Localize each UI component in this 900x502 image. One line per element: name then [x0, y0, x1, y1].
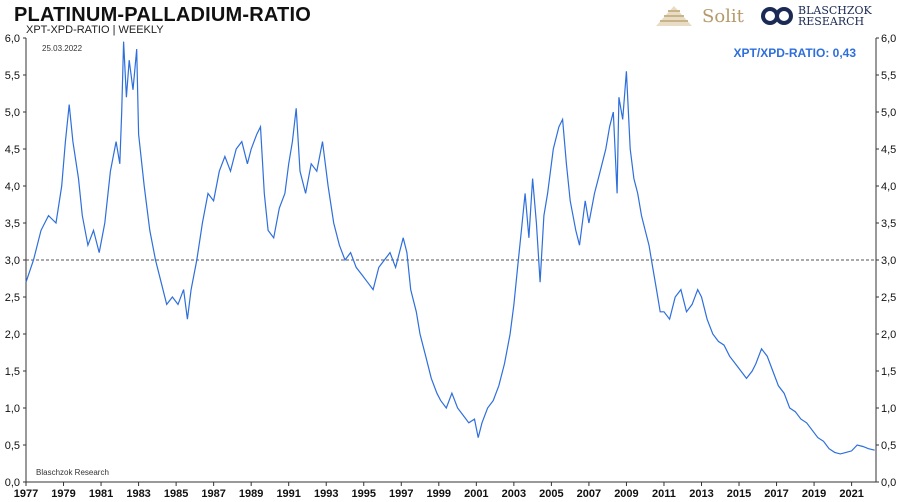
ratio-series-line: [25, 41, 875, 455]
x-tick-label: 1999: [427, 488, 451, 500]
y-tick-label-right: 1,0: [881, 403, 896, 415]
date-stamp: 25.03.2022: [42, 44, 83, 53]
pyramid-icon: [656, 6, 692, 26]
y-tick-label-left: 3,0: [5, 255, 20, 267]
y-tick-label-right: 0,0: [881, 477, 896, 489]
x-tick-label: 1983: [126, 488, 150, 500]
y-tick-label-left: 0,5: [5, 440, 20, 452]
x-tick-label: 1981: [89, 488, 113, 500]
x-tick-label: 2019: [802, 488, 826, 500]
y-tick-label-right: 3,0: [881, 255, 896, 267]
x-tick-label: 1997: [389, 488, 413, 500]
x-tick-label: 1985: [164, 488, 188, 500]
x-tick-label: 1979: [51, 488, 75, 500]
x-tick-label: 2013: [689, 488, 713, 500]
y-tick-label-right: 4,0: [881, 181, 896, 193]
y-tick-label-right: 3,5: [881, 218, 896, 230]
x-tick-label: 2009: [614, 488, 638, 500]
y-tick-label-right: 4,5: [881, 144, 896, 156]
y-tick-label-left: 5,0: [5, 107, 20, 119]
chart-title: PLATINUM-PALLADIUM-RATIO: [14, 4, 311, 26]
x-tick-label: 1977: [14, 488, 38, 500]
y-tick-label-right: 2,0: [881, 329, 896, 341]
y-tick-label-right: 5,5: [881, 70, 896, 82]
logo-line-1: BLASCHZOK: [798, 4, 872, 17]
x-tick-label: 2011: [652, 488, 676, 500]
solit-logo: Solit: [652, 3, 748, 29]
y-tick-label-left: 1,5: [5, 366, 20, 378]
chart-subtitle: XPT-XPD-RATIO | WEEKLY: [26, 24, 164, 36]
x-tick-label: 2003: [502, 488, 526, 500]
y-tick-label-right: 2,5: [881, 292, 896, 304]
y-tick-label-left: 2,5: [5, 292, 20, 304]
x-tick-label: 2007: [577, 488, 601, 500]
solit-wordmark: Solit: [702, 5, 744, 27]
y-tick-label-left: 4,5: [5, 144, 20, 156]
x-tick-label: 1987: [201, 488, 225, 500]
y-tick-label-left: 5,5: [5, 70, 20, 82]
y-tick-label-left: 0,0: [5, 477, 20, 489]
x-tick-label: 2015: [727, 488, 751, 500]
y-tick-label-right: 1,5: [881, 366, 896, 378]
x-tick-label: 1993: [314, 488, 338, 500]
source-credit: Blaschzok Research: [36, 468, 109, 477]
y-tick-label-left: 6,0: [5, 33, 20, 45]
x-tick-label: 1995: [352, 488, 376, 500]
ratio-readout: XPT/XPD-RATIO: 0,43: [733, 46, 856, 60]
x-ticks: 1977 1979 1981 1983 1985 1987 1989 1991 1993 1995…: [14, 482, 864, 500]
x-tick-label: 2001: [464, 488, 488, 500]
x-tick-label: 1991: [276, 488, 300, 500]
y-tick-label-left: 3,5: [5, 218, 20, 230]
x-tick-label: 2017: [764, 488, 788, 500]
y-ticks-left: 0,0 0,5 1,0 1,5 2,0 2,5 3,0 3,5 4,0 4,5 5,0 5,5 6,0: [5, 33, 26, 489]
x-tick-label: 2021: [839, 488, 863, 500]
logo-line-2: RESEARCH: [798, 15, 865, 28]
y-tick-label-right: 5,0: [881, 107, 896, 119]
bull-bear-icon: [761, 7, 793, 25]
x-tick-label: 2005: [539, 488, 563, 500]
y-tick-label-right: 6,0: [881, 33, 896, 45]
y-tick-label-right: 0,5: [881, 440, 896, 452]
y-tick-label-left: 1,0: [5, 403, 20, 415]
blaschzok-logo: BLASCHZOK RESEARCH: [760, 2, 900, 30]
y-ticks-right: 0,0 0,5 1,0 1,5 2,0 2,5 3,0 3,5 4,0 4,5 5,0 5,5 6,0: [876, 33, 896, 489]
y-tick-label-left: 2,0: [5, 329, 20, 341]
x-tick-label: 1989: [239, 488, 263, 500]
y-tick-label-left: 4,0: [5, 181, 20, 193]
